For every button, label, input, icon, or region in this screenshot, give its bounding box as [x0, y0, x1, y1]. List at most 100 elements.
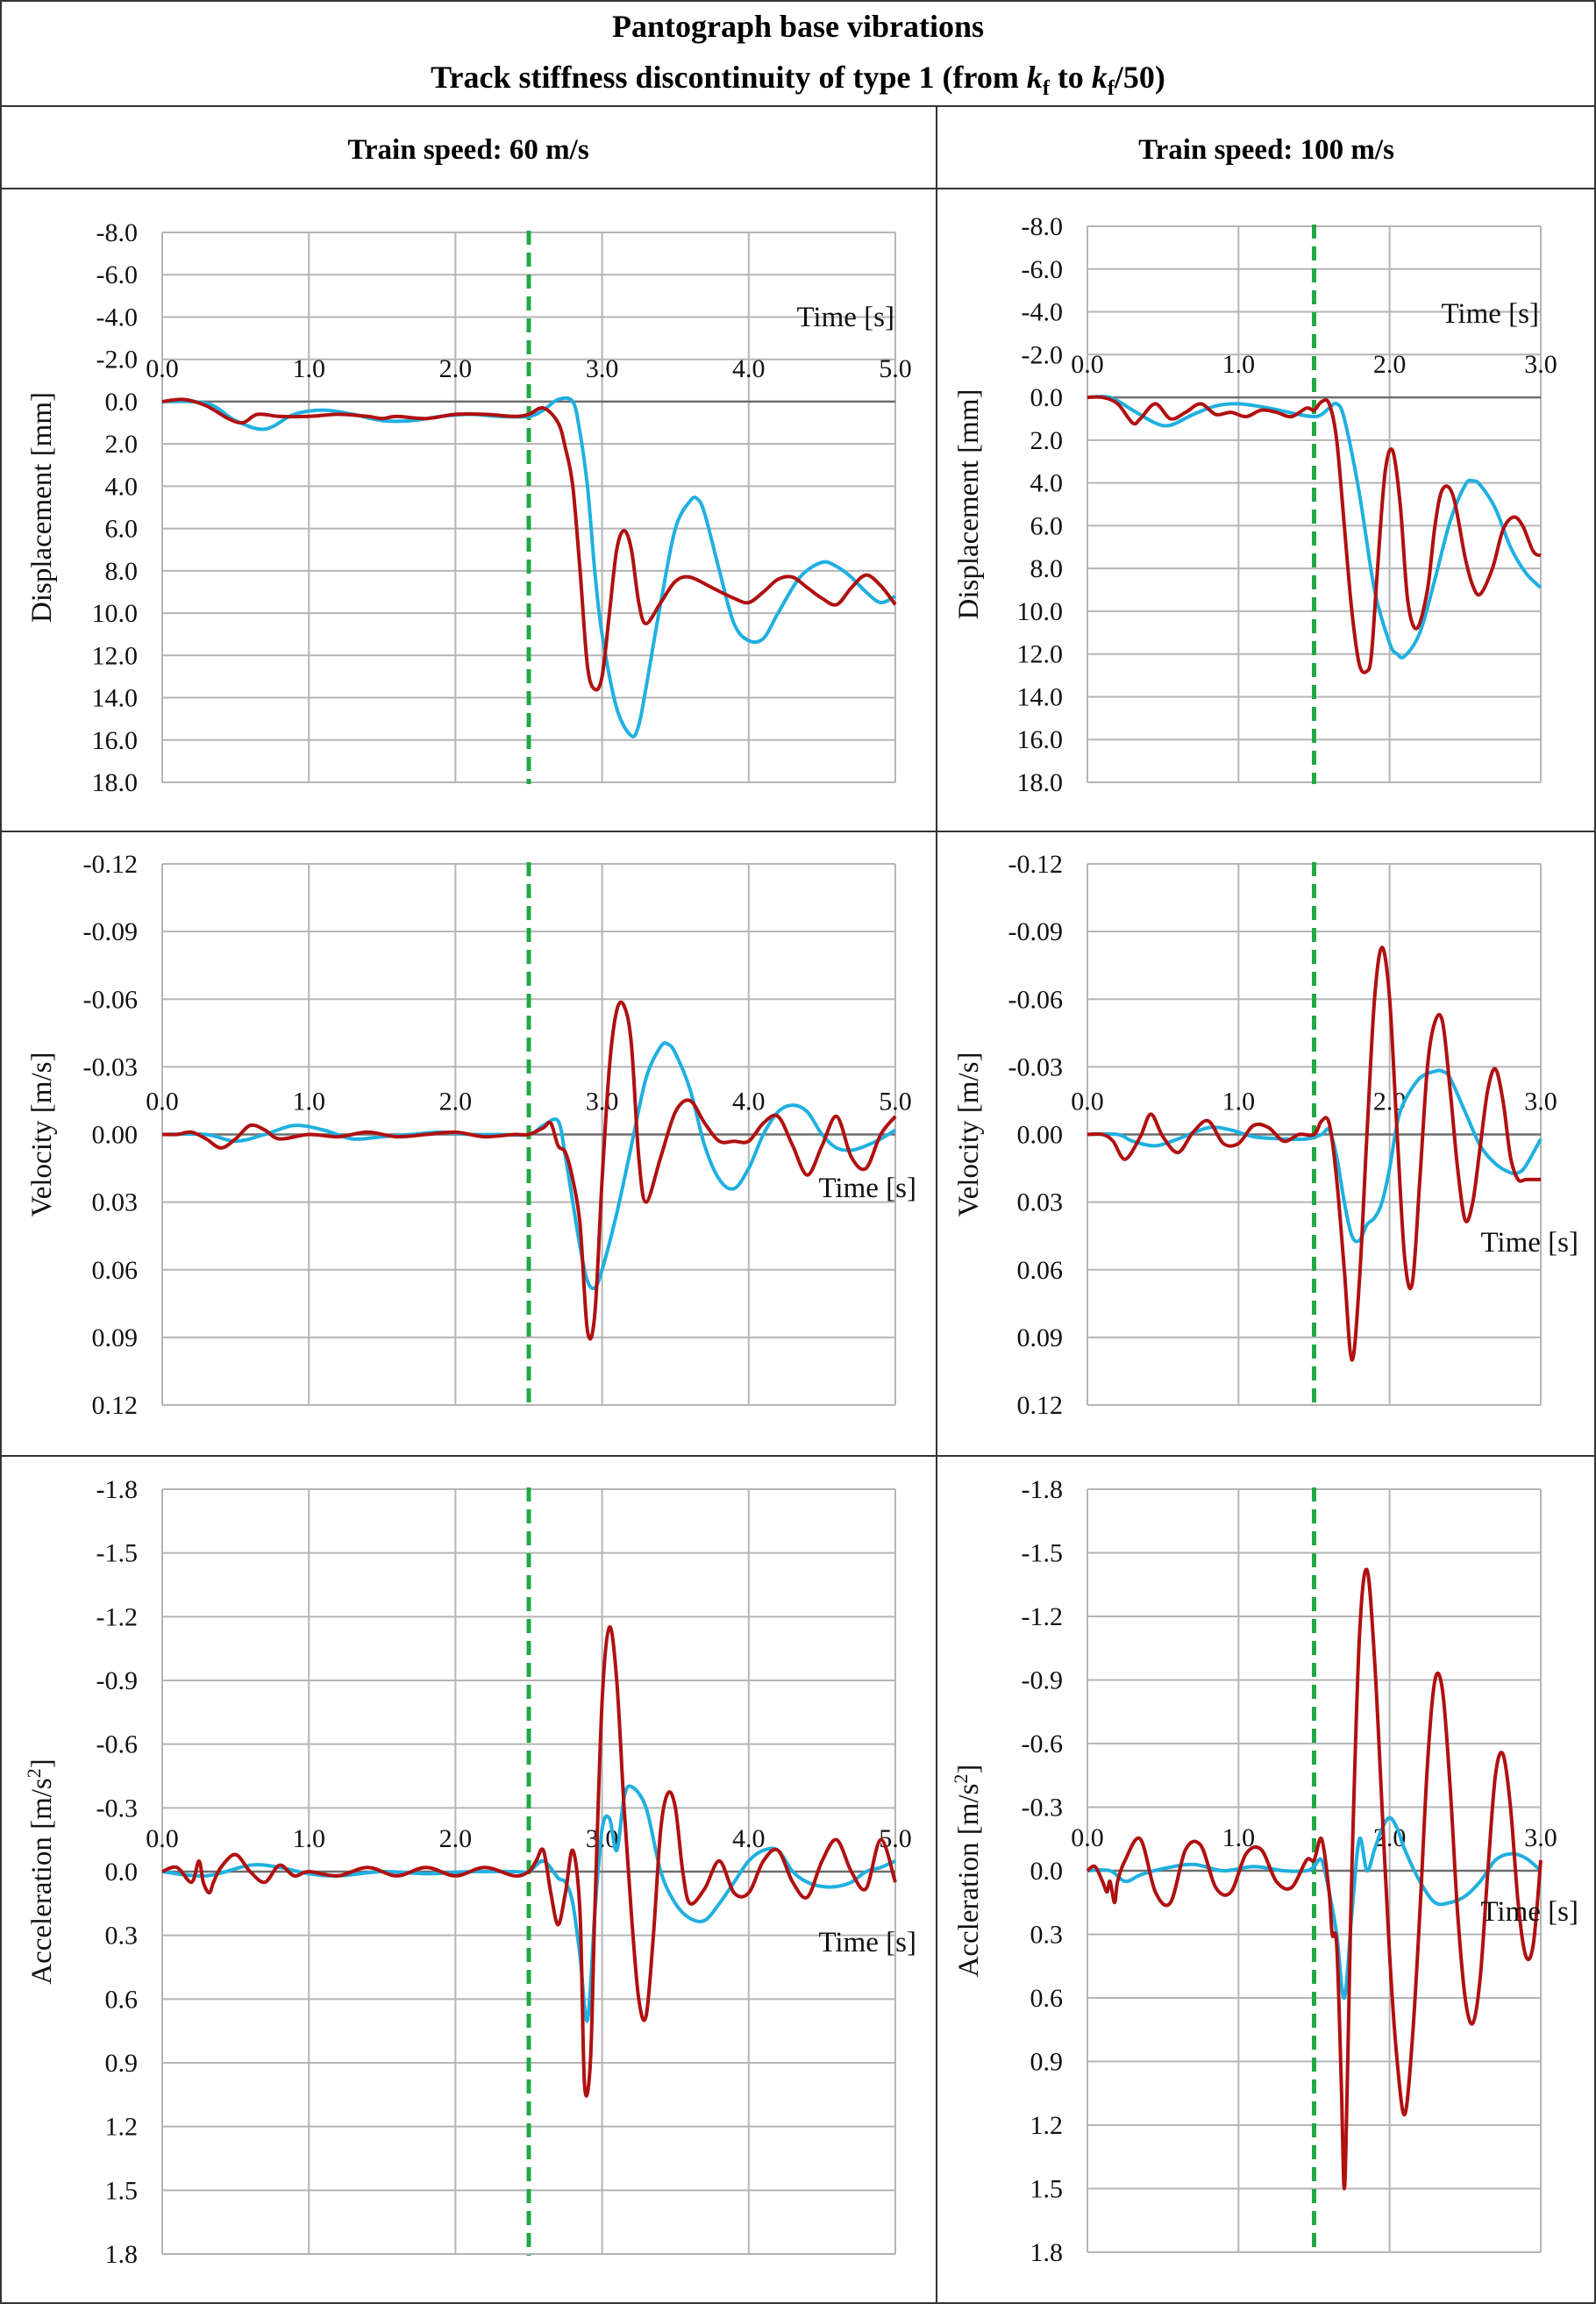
x-tick-label: 4.0 — [732, 1824, 766, 1853]
y-tick-label: 14.0 — [1017, 682, 1064, 711]
y-tick-label: -0.9 — [96, 1666, 139, 1695]
subtitle-suffix: /50) — [1114, 60, 1165, 95]
x-tick-label: 5.0 — [879, 1088, 912, 1116]
x-axis-label: Time [s] — [818, 1173, 916, 1204]
x-tick-label: 0.0 — [1071, 1823, 1104, 1852]
y-tick-label: 0.06 — [1017, 1256, 1064, 1285]
x-tick-label: 1.0 — [292, 354, 325, 383]
y-tick-label: 8.0 — [1030, 554, 1064, 583]
y-tick-label: 0.0 — [1030, 383, 1064, 412]
y-tick-label: 0.00 — [1017, 1121, 1064, 1150]
y-tick-label: -1.5 — [96, 1539, 139, 1568]
y-tick-label: -1.8 — [96, 1475, 139, 1504]
x-tick-label: 3.0 — [1524, 1088, 1557, 1116]
x-tick-label: 3.0 — [586, 1088, 619, 1116]
y-tick-label: 0.3 — [105, 1922, 139, 1951]
y-tick-label: -6.0 — [96, 260, 139, 289]
y-tick-label: 0.03 — [92, 1188, 139, 1217]
series-line-red — [1087, 945, 1541, 1362]
subtitle-to: to — [1050, 60, 1092, 95]
y-tick-label: 1.2 — [105, 2113, 139, 2142]
y-tick-label: 1.8 — [1030, 2238, 1064, 2267]
y-tick-label: -1.2 — [96, 1602, 139, 1631]
y-tick-label: -0.09 — [83, 917, 139, 946]
y-tick-label: 0.6 — [105, 1985, 139, 2014]
y-tick-label: 6.0 — [1030, 511, 1064, 540]
y-tick-label: -0.03 — [1008, 1052, 1064, 1081]
y-tick-label: 18.0 — [92, 768, 139, 797]
y-tick-label: 8.0 — [105, 557, 139, 586]
series-line-blue — [1087, 1815, 1543, 2001]
series-line-red — [1087, 395, 1542, 674]
x-tick-label: 1.0 — [1222, 1823, 1256, 1852]
figure-title: Pantograph base vibrations — [612, 9, 984, 44]
y-tick-label: 12.0 — [1017, 640, 1064, 669]
y-axis-label: Accleration [m/s2] — [950, 1765, 985, 1978]
y-tick-label: 0.03 — [1017, 1188, 1064, 1217]
column-header-100: Train speed: 100 m/s — [1138, 134, 1394, 166]
series-line-blue — [161, 1784, 896, 2023]
y-tick-label: 0.9 — [1030, 2048, 1064, 2077]
x-tick-label: 2.0 — [439, 1088, 473, 1116]
y-tick-label: -0.9 — [1022, 1666, 1064, 1695]
y-tick-label: -8.0 — [96, 218, 139, 247]
y-tick-label: 0.06 — [92, 1256, 139, 1285]
x-tick-label: 0.0 — [1071, 350, 1104, 379]
y-tick-label: 10.0 — [1017, 597, 1064, 626]
y-tick-label: -8.0 — [1022, 212, 1064, 241]
y-axis-label-sup: 2 — [23, 1768, 45, 1778]
x-tick-label: 0.0 — [146, 1088, 179, 1116]
x-tick-label: 4.0 — [732, 1088, 766, 1116]
subtitle-k2: k — [1092, 60, 1108, 95]
y-tick-label: 6.0 — [105, 515, 139, 544]
y-tick-label: -0.6 — [1022, 1730, 1064, 1758]
y-tick-label: 0.0 — [1030, 1857, 1064, 1886]
y-tick-label: 4.0 — [105, 472, 139, 501]
y-tick-label: -0.12 — [1008, 850, 1064, 879]
y-axis-label-end: ] — [26, 1758, 58, 1768]
y-tick-label: -6.0 — [1022, 255, 1064, 284]
x-tick-label: 2.0 — [439, 354, 473, 383]
x-tick-label: 4.0 — [732, 354, 766, 383]
y-axis-label-sup: 2 — [950, 1774, 972, 1784]
y-axis-label: Acceleration [m/s2] — [23, 1758, 58, 1984]
column-header-60: Train speed: 60 m/s — [347, 134, 588, 166]
y-axis-label: Displacement [mm] — [26, 392, 58, 623]
chart-velocity-100: -0.12 -0.09 -0.06 -0.03 0.00 0.03 0.06 0.09 0.12… — [953, 850, 1578, 1420]
x-axis-label: Time [s] — [1480, 1227, 1578, 1259]
subtitle-k1: k — [1027, 60, 1043, 95]
y-tick-label: 1.5 — [1030, 2175, 1064, 2204]
y-axis-label-end: ] — [953, 1765, 985, 1774]
x-tick-label: 5.0 — [879, 1824, 912, 1853]
x-axis-label: Time [s] — [1480, 1896, 1578, 1928]
y-tick-label: 1.5 — [105, 2176, 139, 2205]
y-tick-label: 0.12 — [92, 1391, 139, 1420]
y-tick-label: 2.0 — [105, 430, 139, 459]
y-tick-label: -0.03 — [83, 1052, 139, 1081]
y-axis-label-main: Acceleration [m/s — [26, 1778, 58, 1984]
y-tick-label: -0.12 — [83, 850, 139, 879]
x-tick-label: 1.0 — [292, 1824, 325, 1853]
series-line-red — [161, 1000, 897, 1341]
y-tick-label: 16.0 — [1017, 725, 1064, 754]
y-tick-label: -4.0 — [1022, 298, 1064, 327]
subtitle-sub1: f — [1043, 77, 1051, 100]
chart-displacement-100: -8.0-6.0-4.0-2.00.02.04.06.08.010.012.01… — [953, 212, 1557, 797]
y-tick-label: 14.0 — [92, 684, 139, 713]
series-line-blue — [161, 1041, 897, 1291]
y-tick-label: 0.3 — [1030, 1921, 1064, 1950]
x-tick-label: 5.0 — [879, 354, 912, 383]
chart-acceleration-100: -1.8-1.5-1.2-0.9-0.6-0.30.00.30.60.91.21… — [950, 1475, 1578, 2267]
series-line-blue — [1087, 395, 1543, 660]
y-tick-label: -0.3 — [1022, 1794, 1064, 1823]
y-tick-label: -0.06 — [1008, 985, 1064, 1014]
y-tick-label: 1.2 — [1030, 2111, 1064, 2140]
x-tick-label: 1.0 — [1222, 1088, 1256, 1116]
y-tick-label: -1.8 — [1022, 1475, 1064, 1504]
y-tick-label: 16.0 — [92, 726, 139, 755]
chart-velocity-60: -0.12 -0.09 -0.06 -0.03 0.00 0.03 0.06 0.09 0.12… — [26, 850, 916, 1420]
y-axis-label-main: Accleration [m/s — [953, 1784, 985, 1978]
x-axis-label: Time [s] — [1441, 298, 1539, 330]
